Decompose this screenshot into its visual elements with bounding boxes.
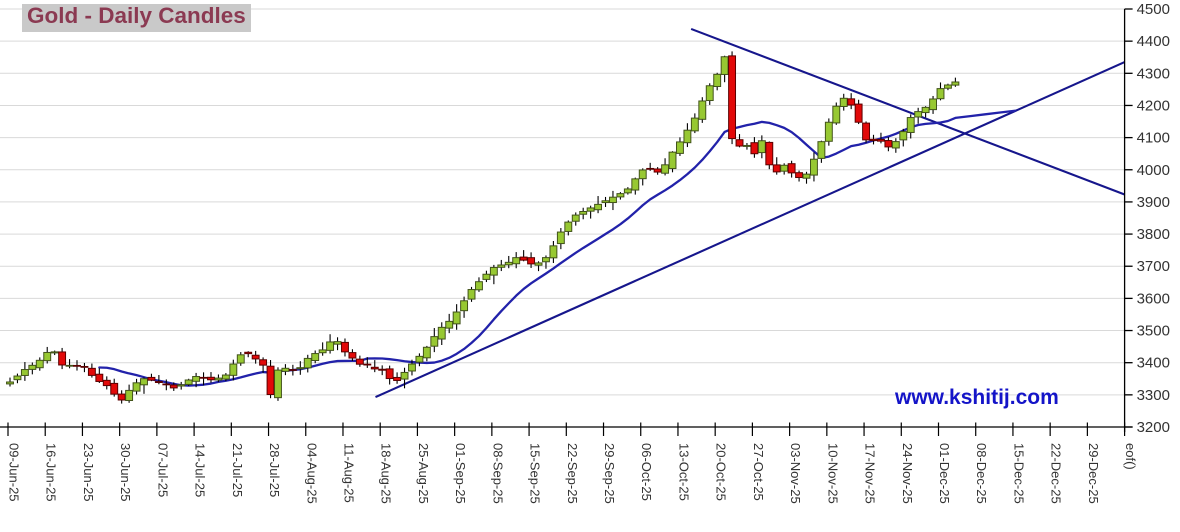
svg-text:15-Sep-25: 15-Sep-25 <box>528 443 543 504</box>
svg-text:4000: 4000 <box>1137 162 1170 179</box>
svg-text:4200: 4200 <box>1137 97 1170 114</box>
svg-text:14-Jul-25: 14-Jul-25 <box>193 443 208 497</box>
svg-text:27-Oct-25: 27-Oct-25 <box>751 443 766 501</box>
svg-text:13-Oct-25: 13-Oct-25 <box>676 443 691 501</box>
svg-text:4500: 4500 <box>1137 1 1170 18</box>
svg-text:25-Aug-25: 25-Aug-25 <box>416 443 431 504</box>
svg-text:3800: 3800 <box>1137 226 1170 243</box>
svg-text:08-Dec-25: 08-Dec-25 <box>974 443 989 504</box>
svg-text:30-Jun-25: 30-Jun-25 <box>118 443 133 502</box>
svg-text:16-Jun-25: 16-Jun-25 <box>44 443 59 502</box>
svg-text:4100: 4100 <box>1137 130 1170 147</box>
svg-text:24-Nov-25: 24-Nov-25 <box>900 443 915 504</box>
svg-text:3200: 3200 <box>1137 419 1170 436</box>
svg-text:21-Jul-25: 21-Jul-25 <box>230 443 245 497</box>
svg-text:28-Jul-25: 28-Jul-25 <box>267 443 282 497</box>
svg-text:29-Dec-25: 29-Dec-25 <box>1086 443 1101 504</box>
svg-text:3600: 3600 <box>1137 290 1170 307</box>
svg-text:15-Dec-25: 15-Dec-25 <box>1011 443 1026 504</box>
svg-text:4400: 4400 <box>1137 33 1170 50</box>
svg-text:18-Aug-25: 18-Aug-25 <box>379 443 394 504</box>
svg-text:29-Sep-25: 29-Sep-25 <box>602 443 617 504</box>
svg-text:10-Nov-25: 10-Nov-25 <box>825 443 840 504</box>
svg-text:3300: 3300 <box>1137 387 1170 404</box>
svg-text:20-Oct-25: 20-Oct-25 <box>714 443 729 501</box>
svg-text:4300: 4300 <box>1137 65 1170 82</box>
svg-text:01-Sep-25: 01-Sep-25 <box>453 443 468 504</box>
svg-text:3400: 3400 <box>1137 355 1170 372</box>
svg-text:22-Sep-25: 22-Sep-25 <box>565 443 580 504</box>
svg-text:eof(): eof() <box>1123 443 1138 470</box>
svg-text:03-Nov-25: 03-Nov-25 <box>788 443 803 504</box>
svg-text:17-Nov-25: 17-Nov-25 <box>863 443 878 504</box>
svg-text:3900: 3900 <box>1137 194 1170 211</box>
svg-text:11-Aug-25: 11-Aug-25 <box>341 443 356 503</box>
svg-text:3700: 3700 <box>1137 258 1170 275</box>
svg-text:04-Aug-25: 04-Aug-25 <box>304 443 319 504</box>
svg-text:08-Sep-25: 08-Sep-25 <box>490 443 505 504</box>
svg-text:01-Dec-25: 01-Dec-25 <box>937 443 952 504</box>
svg-text:3500: 3500 <box>1137 323 1170 340</box>
svg-text:07-Jul-25: 07-Jul-25 <box>155 443 170 497</box>
svg-text:06-Oct-25: 06-Oct-25 <box>639 443 654 501</box>
svg-text:09-Jun-25: 09-Jun-25 <box>7 443 22 502</box>
svg-text:23-Jun-25: 23-Jun-25 <box>81 443 96 502</box>
svg-text:22-Dec-25: 22-Dec-25 <box>1049 443 1064 504</box>
